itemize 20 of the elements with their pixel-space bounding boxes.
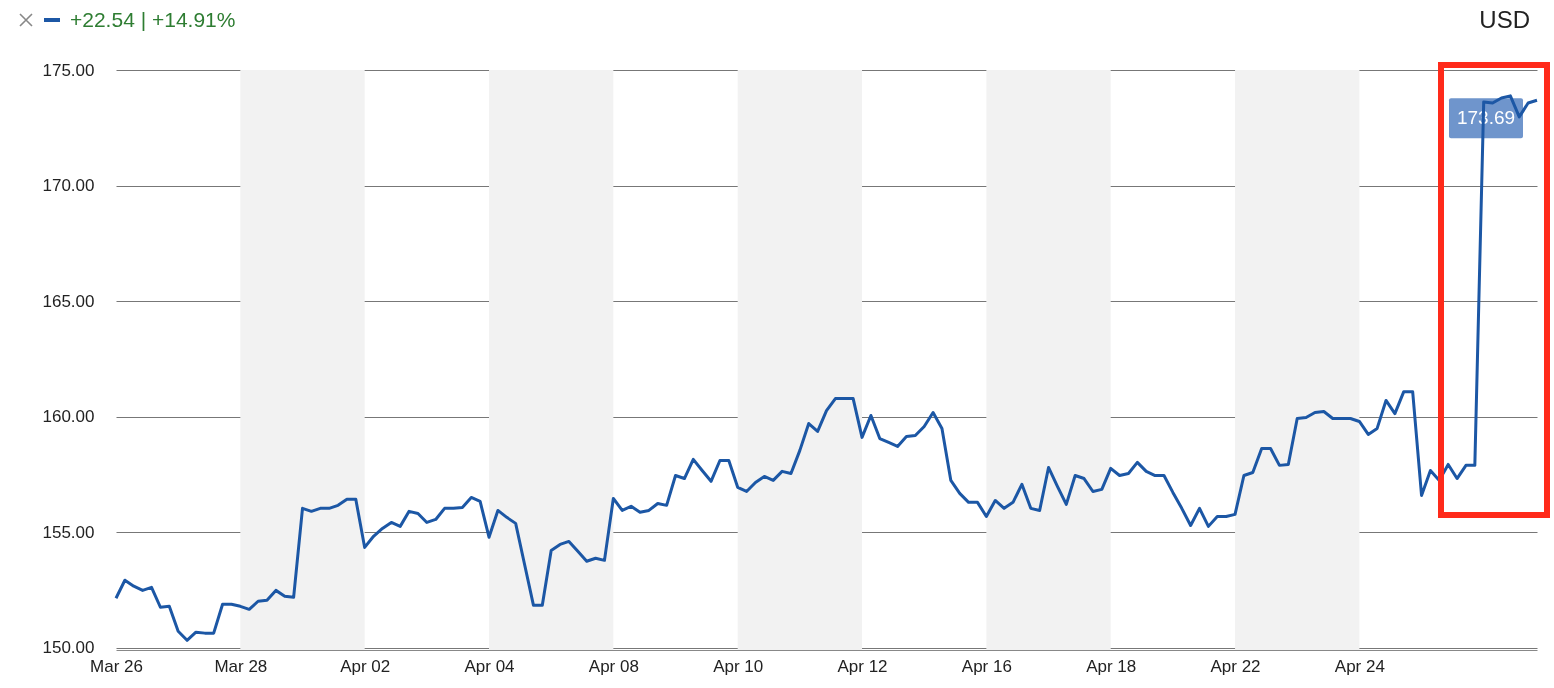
y-tick-label: 165.00 (42, 291, 95, 311)
x-tick-label: Apr 02 (340, 656, 391, 676)
x-tick-label: Apr 04 (464, 656, 515, 676)
x-tick-label: Mar 26 (90, 656, 143, 676)
x-tick-label: Apr 24 (1334, 656, 1385, 676)
y-axis-title: USD (1479, 6, 1530, 34)
y-tick-label: 175.00 (42, 60, 95, 80)
x-tick-label: Apr 08 (588, 656, 639, 676)
x-tick-label: Apr 12 (837, 656, 888, 676)
text: +22.54 | +14.91% (70, 8, 236, 32)
y-tick-label: 160.00 (42, 407, 95, 427)
x-tick-label: Apr 10 (713, 656, 764, 676)
y-tick-label: 155.00 (42, 522, 95, 542)
x-tick-label: Apr 16 (961, 656, 1012, 676)
x-tick-label: Apr 18 (1086, 656, 1137, 676)
line-series (114, 94, 1539, 642)
y-tick-label: 170.00 (42, 176, 95, 196)
x-tick-label: Apr 22 (1210, 656, 1261, 676)
y-tick-label: 150.00 (42, 638, 95, 658)
x-tick-label: Mar 28 (214, 656, 268, 676)
